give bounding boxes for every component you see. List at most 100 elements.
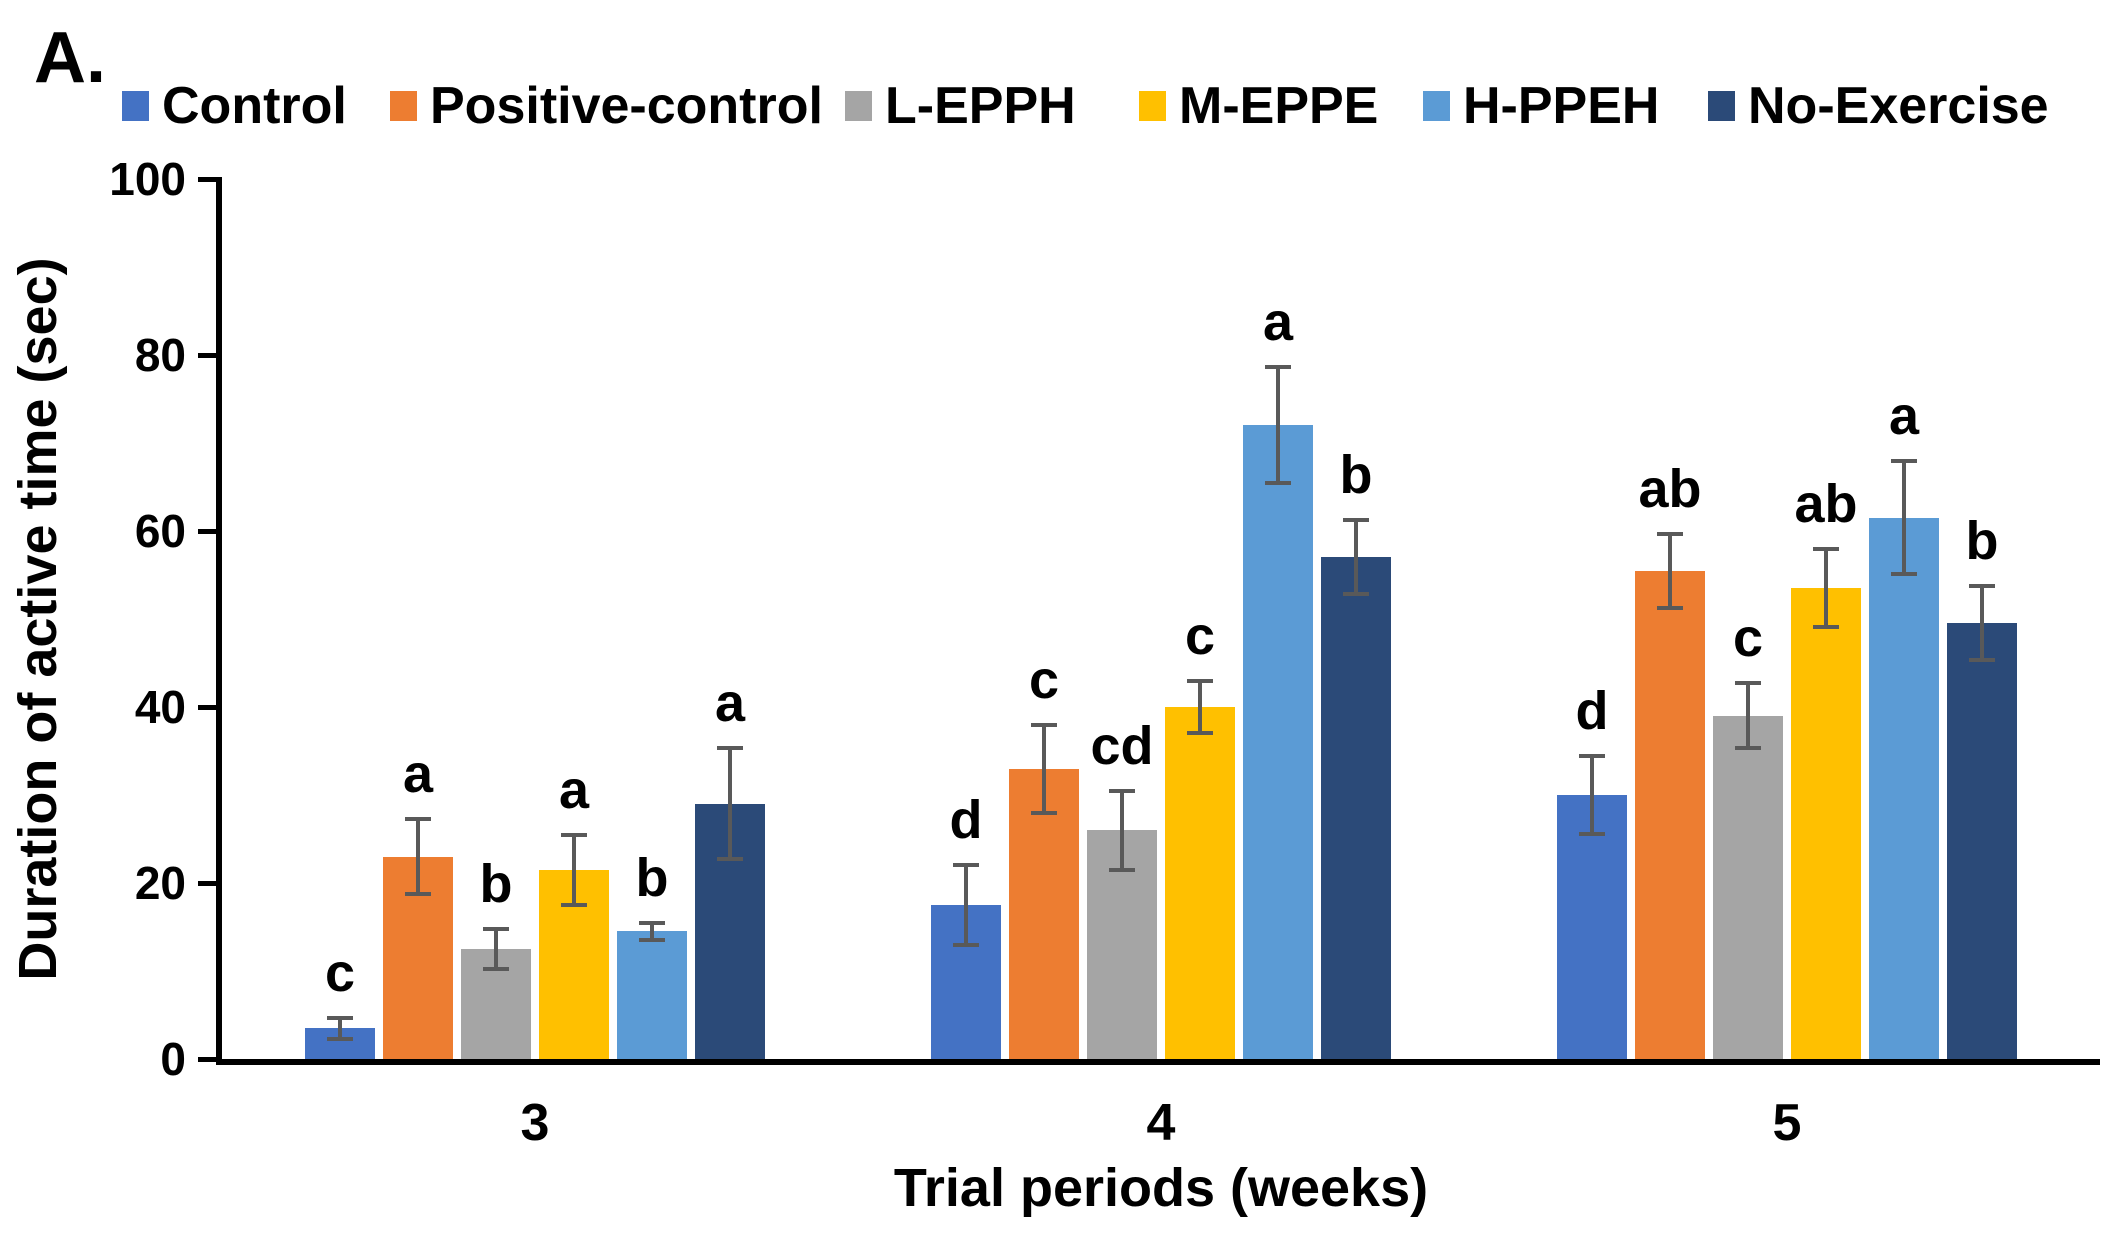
- significance-letter: c: [1184, 605, 1216, 666]
- error-bar-cap: [1657, 531, 1683, 536]
- error-bar-cap: [1735, 746, 1761, 751]
- error-bar-cap: [1735, 681, 1761, 686]
- legend-label: Control: [162, 77, 347, 135]
- error-bar-cap: [1813, 624, 1839, 629]
- x-axis-title: Trial periods (weeks): [893, 1158, 1429, 1218]
- error-bar: [1042, 724, 1046, 813]
- significance-letter: b: [635, 847, 669, 908]
- y-tick-mark: [198, 176, 222, 182]
- error-bar: [1746, 683, 1750, 749]
- legend-item-l-epph: L-EPPH: [845, 78, 1076, 134]
- error-bar-cap: [1657, 605, 1683, 610]
- significance-letter: d: [1575, 681, 1609, 742]
- y-tick-label: 60: [134, 505, 186, 557]
- significance-letter: c: [1028, 649, 1060, 710]
- error-bar-cap: [1579, 754, 1605, 759]
- legend-swatch: [1139, 91, 1166, 121]
- error-bar-cap: [327, 1015, 353, 1020]
- error-bar-cap: [1031, 810, 1057, 815]
- bar-positive-control-week5: [1635, 570, 1705, 1059]
- legend-label: L-EPPH: [885, 77, 1076, 135]
- error-bar-cap: [405, 892, 431, 897]
- bar-positive-control-week4: [1009, 768, 1079, 1059]
- error-bar-cap: [1031, 722, 1057, 727]
- error-bar-cap: [1187, 731, 1213, 736]
- error-bar-cap: [1265, 481, 1291, 486]
- bar-no-exercise-week4: [1321, 557, 1391, 1059]
- bar-control-week5: [1557, 795, 1627, 1059]
- error-bar-cap: [561, 832, 587, 837]
- error-bar-cap: [1265, 365, 1291, 370]
- y-axis-title: Duration of active time (sec): [8, 257, 68, 981]
- error-bar: [1120, 790, 1124, 870]
- error-bar-cap: [1343, 592, 1369, 597]
- error-bar-cap: [1187, 678, 1213, 683]
- error-bar: [1276, 367, 1280, 484]
- legend-item-h-ppeh: H-PPEH: [1423, 78, 1659, 134]
- legend-item-m-eppe: M-EPPE: [1139, 78, 1378, 134]
- panel-label: A.: [34, 18, 106, 98]
- error-bar: [1198, 680, 1202, 734]
- significance-letter: a: [1262, 292, 1294, 353]
- error-bar-cap: [1891, 572, 1917, 577]
- error-bar-cap: [1969, 658, 1995, 663]
- bar-h-ppeh-week4: [1243, 425, 1313, 1059]
- error-bar: [494, 928, 498, 970]
- legend-swatch: [122, 91, 149, 121]
- legend-swatch: [1423, 91, 1450, 121]
- error-bar: [650, 922, 654, 941]
- y-tick-mark: [198, 352, 222, 358]
- error-bar-cap: [953, 942, 979, 947]
- legend-swatch: [390, 91, 417, 121]
- y-tick-label: 0: [160, 1033, 186, 1085]
- error-bar-cap: [1969, 584, 1995, 589]
- significance-letter: b: [1339, 445, 1373, 506]
- error-bar-cap: [639, 938, 665, 943]
- y-tick-mark: [198, 1056, 222, 1062]
- bar-h-ppeh-week5: [1869, 517, 1939, 1059]
- y-tick-mark: [198, 880, 222, 886]
- significance-letter: d: [949, 790, 983, 851]
- error-bar: [572, 834, 576, 905]
- legend-label: No-Exercise: [1748, 77, 2049, 135]
- error-bar: [1902, 461, 1906, 575]
- x-category-label: 4: [1146, 1094, 1176, 1152]
- error-bar-cap: [1891, 459, 1917, 464]
- error-bar: [338, 1017, 342, 1039]
- legend-swatch: [845, 91, 872, 121]
- x-category-label: 3: [520, 1094, 550, 1152]
- x-category-label: 5: [1772, 1094, 1802, 1152]
- error-bar-cap: [483, 967, 509, 972]
- error-bar-cap: [483, 926, 509, 931]
- significance-letter: ab: [1794, 474, 1858, 535]
- legend-label: Positive-control: [430, 77, 823, 135]
- error-bar-cap: [1813, 547, 1839, 552]
- significance-letter: a: [1888, 386, 1920, 447]
- error-bar-cap: [405, 816, 431, 821]
- significance-letter: ab: [1638, 458, 1702, 519]
- error-bar-cap: [561, 903, 587, 907]
- legend-item-control: Control: [122, 78, 347, 134]
- legend-swatch: [1708, 91, 1735, 121]
- significance-letter: b: [1965, 511, 1999, 572]
- error-bar: [1668, 533, 1672, 608]
- y-tick-label: 20: [134, 857, 186, 909]
- y-tick-label: 40: [134, 681, 186, 733]
- y-tick-label: 100: [109, 153, 186, 205]
- significance-letter: a: [402, 743, 434, 804]
- error-bar-cap: [639, 920, 665, 925]
- error-bar: [728, 748, 732, 860]
- significance-letter: c: [324, 942, 356, 1003]
- error-bar-cap: [1343, 518, 1369, 523]
- significance-letter: cd: [1090, 715, 1154, 776]
- error-bar-cap: [717, 746, 743, 751]
- legend-item-no-exercise: No-Exercise: [1708, 78, 2049, 134]
- error-bar-cap: [1109, 867, 1135, 872]
- error-bar-cap: [327, 1036, 353, 1041]
- legend-label: M-EPPE: [1179, 77, 1379, 135]
- error-bar-cap: [1109, 788, 1135, 793]
- error-bar-cap: [1579, 831, 1605, 836]
- error-bar: [1980, 586, 1984, 661]
- bar-l-epph-week5: [1713, 715, 1783, 1059]
